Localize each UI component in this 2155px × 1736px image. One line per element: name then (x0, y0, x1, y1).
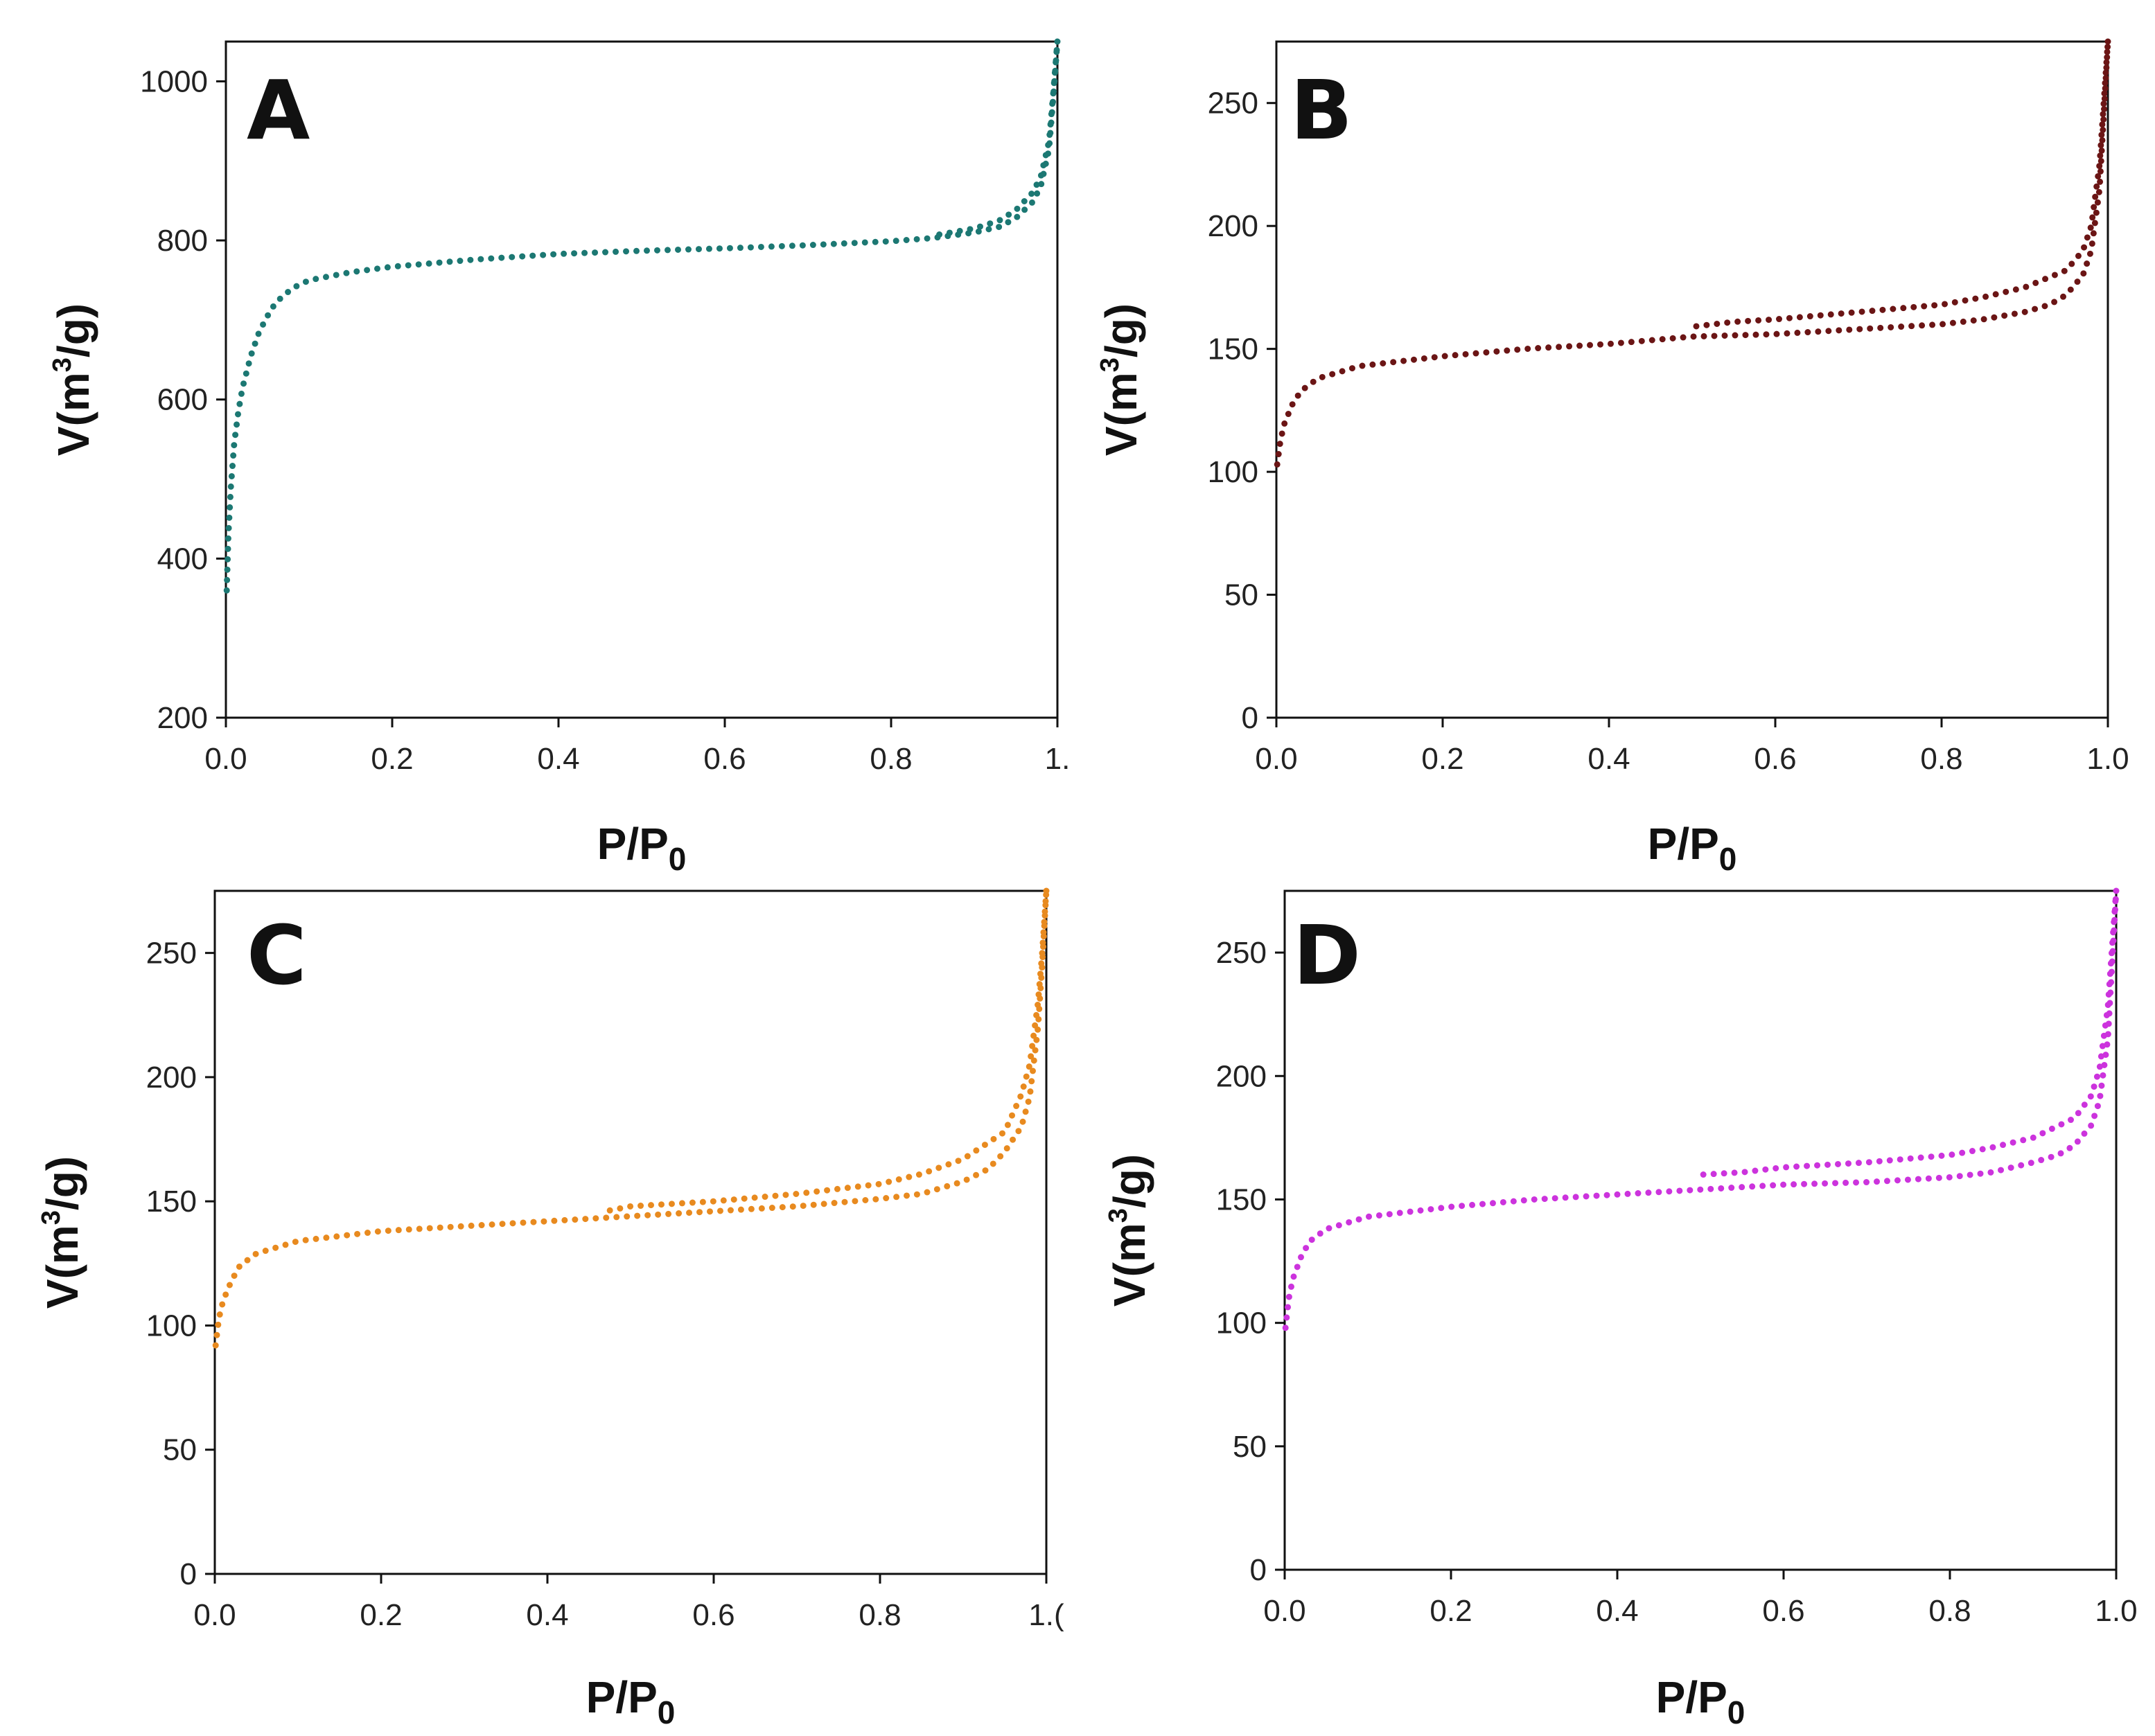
panel-a: A P/P0 V(m3/g) 0.0 0.2 0.4 0.6 0.8 1. 200 400 60… (48, 38, 1071, 877)
x-tick-label: 0.4 (526, 1598, 568, 1632)
panel-letter-c: C (247, 907, 307, 1003)
panel-b: B P/P0 V(m3/g) 0.0 0.2 0.4 0.6 0.8 1.0 0 50 100 1… (1096, 38, 2129, 877)
x-tick-label: 0.8 (870, 742, 912, 776)
y-tick-label: 600 (157, 383, 208, 417)
y-tick-label: 150 (1216, 1183, 1267, 1216)
x-tick-label: 1.( (1028, 1598, 1064, 1632)
y-axis-title: V(m3/g) (1104, 1154, 1154, 1307)
plot-area-frame (225, 40, 1059, 719)
y-tick-label: 100 (146, 1309, 197, 1343)
x-axis-title: P/P0 (586, 1672, 676, 1730)
x-tick-label: 0.0 (1255, 742, 1297, 776)
x-tick-label: 0.6 (692, 1598, 735, 1632)
y-tick-label: 250 (146, 937, 197, 971)
y-tick-label: 150 (146, 1185, 197, 1219)
y-tick-label: 0 (1242, 701, 1258, 735)
panel-c: C P/P0 V(m3/g) 0.0 0.2 0.4 0.6 0.8 1.( 0 50 100 1… (37, 887, 1064, 1730)
isotherm-desorption-series (1697, 887, 2120, 1178)
x-tick-label: 0.0 (1263, 1594, 1305, 1628)
isotherm-adsorption-series (212, 887, 1050, 1349)
isotherm-adsorption-series (1274, 38, 2111, 468)
x-tick-label: 0.6 (703, 742, 746, 776)
x-tick-label: 0.4 (537, 742, 579, 776)
isotherm-desorption-series (602, 887, 1050, 1214)
x-tick-label: 1. (1045, 742, 1071, 776)
y-tick-label: 200 (1208, 209, 1258, 243)
panel-letter-d: D (1293, 907, 1361, 1003)
x-tick-label: 0.0 (193, 1598, 236, 1632)
plot-area-frame (1283, 889, 2118, 1571)
x-tick-label: 0.6 (1754, 742, 1796, 776)
panel-letter-b: B (1290, 62, 1353, 158)
y-tick-label: 1000 (140, 64, 208, 98)
x-tick-label: 1.0 (2086, 742, 2129, 776)
y-tick-label: 400 (157, 542, 208, 576)
x-axis-title: P/P0 (1656, 1672, 1745, 1730)
x-tick-label: 0.8 (1928, 1594, 1971, 1628)
x-tick-label: 0.2 (371, 742, 413, 776)
x-tick-label: 0.0 (204, 742, 247, 776)
isotherm-desorption-series (929, 38, 1061, 239)
x-tick-label: 0.4 (1587, 742, 1630, 776)
isotherm-adsorption-series (223, 38, 1061, 594)
y-tick-label: 50 (1224, 578, 1258, 612)
x-tick-label: 0.8 (859, 1598, 901, 1632)
y-tick-label: 0 (180, 1557, 197, 1591)
x-axis-title: P/P0 (1648, 819, 1737, 877)
plot-area-frame (213, 889, 1048, 1575)
x-tick-label: 0.4 (1596, 1594, 1638, 1628)
x-tick-label: 0.2 (360, 1598, 402, 1632)
y-axis-title: V(m3/g) (1096, 303, 1146, 456)
y-tick-label: 50 (163, 1433, 197, 1467)
x-tick-label: 0.2 (1430, 1594, 1472, 1628)
x-tick-label: 0.8 (1920, 742, 1962, 776)
y-tick-label: 250 (1216, 936, 1267, 970)
y-tick-label: 250 (1208, 87, 1258, 121)
y-axis-title: V(m3/g) (48, 303, 98, 456)
y-tick-label: 100 (1208, 455, 1258, 489)
y-axis-title: V(m3/g) (37, 1156, 87, 1309)
x-axis-title: P/P0 (597, 819, 687, 877)
x-tick-label: 0.6 (1762, 1594, 1804, 1628)
isotherm-adsorption-series (1282, 887, 2120, 1331)
panel-d: D P/P0 V(m3/g) 0.0 0.2 0.4 0.6 0.8 1.0 0 50 100 1… (1104, 887, 2138, 1730)
y-tick-label: 50 (1233, 1430, 1267, 1464)
y-tick-label: 200 (157, 701, 208, 735)
y-tick-label: 800 (157, 224, 208, 258)
plot-area-frame (1275, 40, 2109, 719)
y-tick-label: 0 (1250, 1553, 1267, 1587)
panel-letter-a: A (247, 62, 310, 158)
x-tick-label: 0.2 (1421, 742, 1463, 776)
y-tick-label: 100 (1216, 1307, 1267, 1340)
y-tick-label: 200 (146, 1061, 197, 1095)
y-tick-label: 200 (1216, 1059, 1267, 1093)
x-tick-label: 1.0 (2095, 1594, 2137, 1628)
y-tick-label: 150 (1208, 333, 1258, 366)
isotherm-desorption-series (1689, 38, 2111, 330)
